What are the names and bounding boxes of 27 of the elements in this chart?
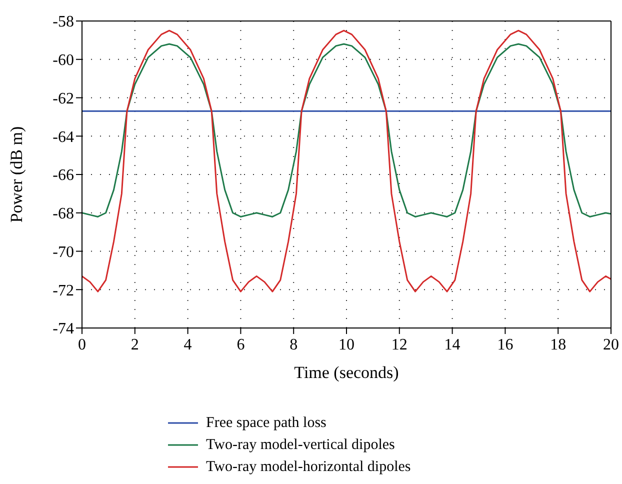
x-tick-label: 20 — [603, 336, 619, 354]
y-tick-label: -64 — [52, 128, 74, 146]
y-tick-label: -72 — [52, 282, 74, 300]
x-tick-label: 14 — [444, 336, 460, 354]
legend-label: Two-ray model-vertical dipoles — [206, 436, 395, 454]
legend-label: Two-ray model-horizontal dipoles — [206, 458, 411, 476]
y-tick-label: -60 — [52, 52, 74, 70]
line-series — [82, 30, 611, 292]
x-tick-label: 12 — [391, 336, 408, 354]
x-tick-label: 10 — [338, 336, 354, 354]
y-tick-label: -70 — [52, 244, 74, 261]
x-tick-label: 0 — [78, 336, 86, 354]
x-tick-label: 2 — [130, 336, 139, 354]
x-tick-label: 6 — [236, 336, 245, 354]
x-axis-title: Time (seconds) — [294, 363, 399, 382]
y-axis-title: Power (dB m) — [7, 126, 26, 223]
legend-label: Free space path loss — [206, 414, 326, 432]
y-tick-label: -62 — [52, 90, 74, 108]
x-tick-label: 18 — [550, 336, 566, 354]
x-tick-label: 16 — [497, 336, 514, 354]
y-tick-label: -68 — [52, 206, 74, 223]
y-tick-label: -74 — [52, 320, 74, 338]
y-tick-label: -58 — [52, 14, 74, 31]
x-tick-label: 4 — [184, 336, 192, 354]
x-tick-label: 8 — [290, 336, 298, 354]
line-series — [82, 43, 611, 218]
y-tick-label: -66 — [52, 167, 74, 184]
